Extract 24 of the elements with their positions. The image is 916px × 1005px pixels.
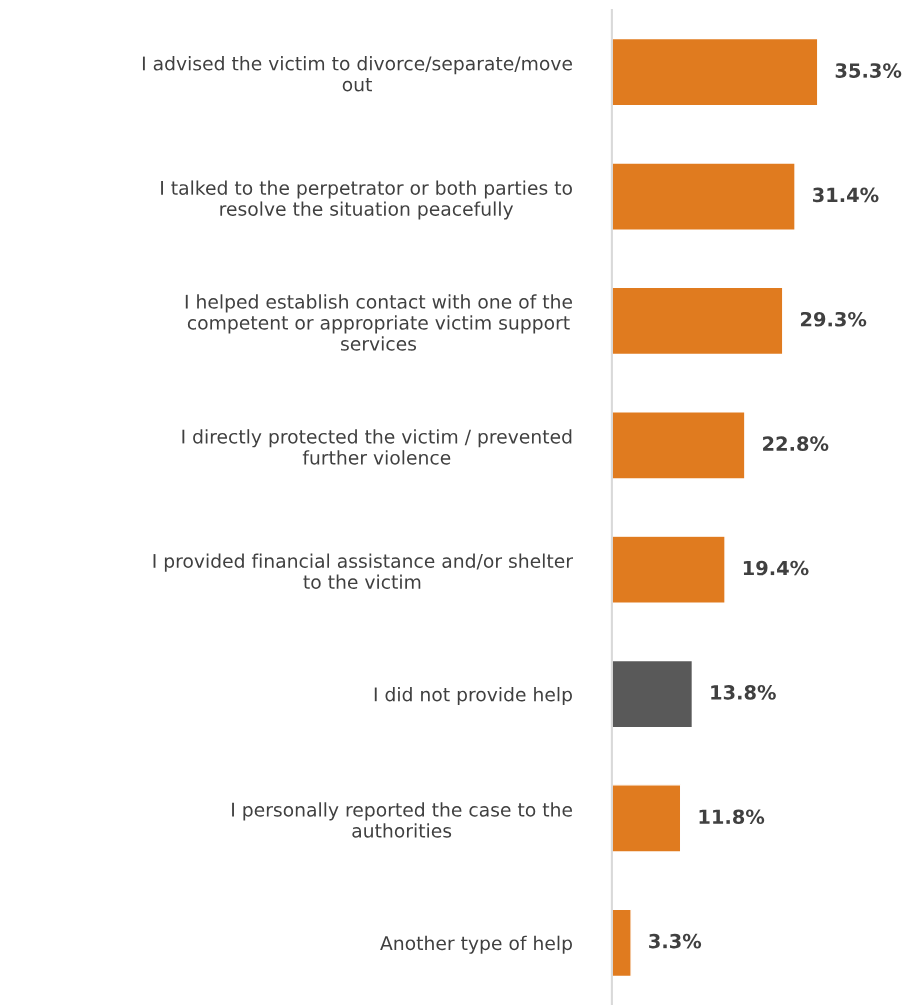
bar xyxy=(611,37,819,107)
y-tick-label: I did not provide help xyxy=(374,686,572,706)
y-tick-label: I provided financial assistance and/or shelter to the victim xyxy=(153,553,573,590)
bar xyxy=(611,659,694,729)
data-label: 19.4% xyxy=(743,560,809,576)
bar xyxy=(611,411,746,480)
y-tick-label: I advised the victim to divorce/separate/move out xyxy=(142,56,572,92)
y-tick-label: I directly protected the victim / prevented further violence xyxy=(182,429,572,465)
data-label: 29.3% xyxy=(800,311,867,327)
bar xyxy=(611,908,632,978)
data-label: 35.3% xyxy=(835,63,902,78)
bar xyxy=(611,535,726,604)
data-label: 31.4% xyxy=(812,187,879,203)
data-label: 3.3% xyxy=(649,933,702,949)
bar xyxy=(611,286,784,356)
y-tick-label: I personally reported the case to the authorities xyxy=(232,802,572,838)
y-tick-label: I helped establish contact with one of the competent or appropriate victim support services xyxy=(185,294,573,351)
bar xyxy=(611,162,796,231)
y-tick-label: Another type of help xyxy=(380,935,572,954)
data-label: 13.8% xyxy=(711,685,776,700)
bar xyxy=(611,784,682,853)
y-tick-label: I talked to the perpetrator or both parties to resolve the situation peacefully xyxy=(161,180,572,220)
data-label: 11.8% xyxy=(699,809,765,825)
data-label: 22.8% xyxy=(763,436,829,451)
